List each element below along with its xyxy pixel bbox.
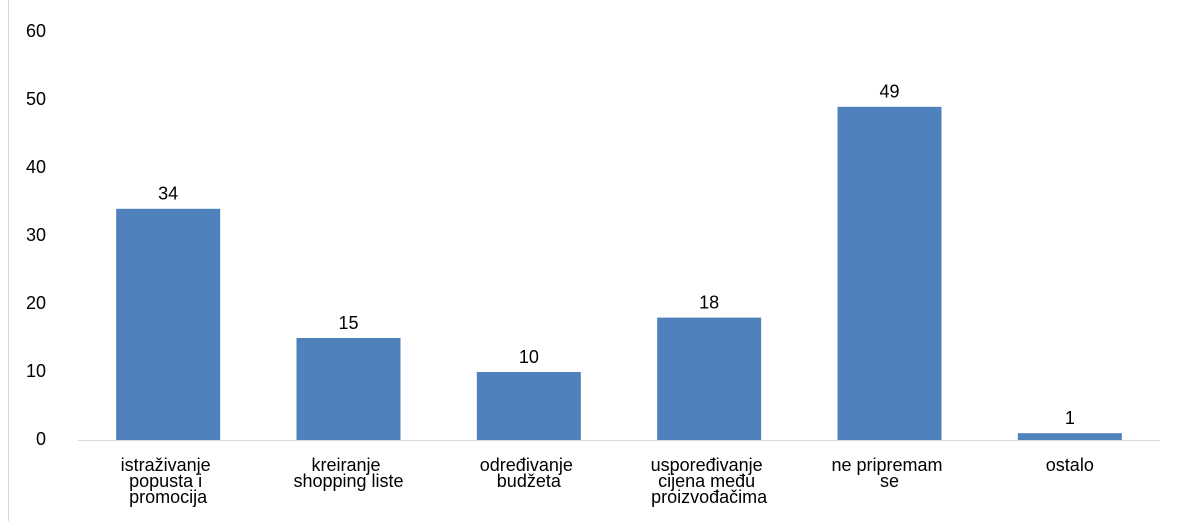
data-label: 1 <box>1065 408 1075 428</box>
x-tick-label: istraživanje popusta i promocija <box>121 455 216 507</box>
x-tick-label: ostalo <box>1046 455 1094 475</box>
x-tick-label: uspoređivanje cijena među proizvođačima <box>651 455 769 507</box>
data-label: 49 <box>879 82 899 102</box>
bar <box>476 372 581 440</box>
x-tick-label: kreiranje shopping liste <box>293 455 403 491</box>
data-label: 15 <box>338 313 358 333</box>
y-tick-label: 30 <box>26 225 46 245</box>
data-label: 18 <box>699 292 719 312</box>
y-tick-label: 50 <box>26 89 46 109</box>
y-tick-label: 10 <box>26 361 46 381</box>
bar <box>837 106 942 441</box>
bar <box>1017 433 1122 440</box>
bar <box>657 317 762 440</box>
data-label: 34 <box>158 184 178 204</box>
y-tick-label: 60 <box>26 21 46 41</box>
bar <box>116 208 221 440</box>
x-tick-label: određivanje budžeta <box>480 455 578 491</box>
x-tick-label: ne pripremam se <box>831 455 947 491</box>
y-tick-label: 40 <box>26 157 46 177</box>
y-tick-label: 20 <box>26 293 46 313</box>
bar <box>296 338 401 440</box>
data-label: 10 <box>519 347 539 367</box>
y-tick-label: 0 <box>36 429 46 449</box>
